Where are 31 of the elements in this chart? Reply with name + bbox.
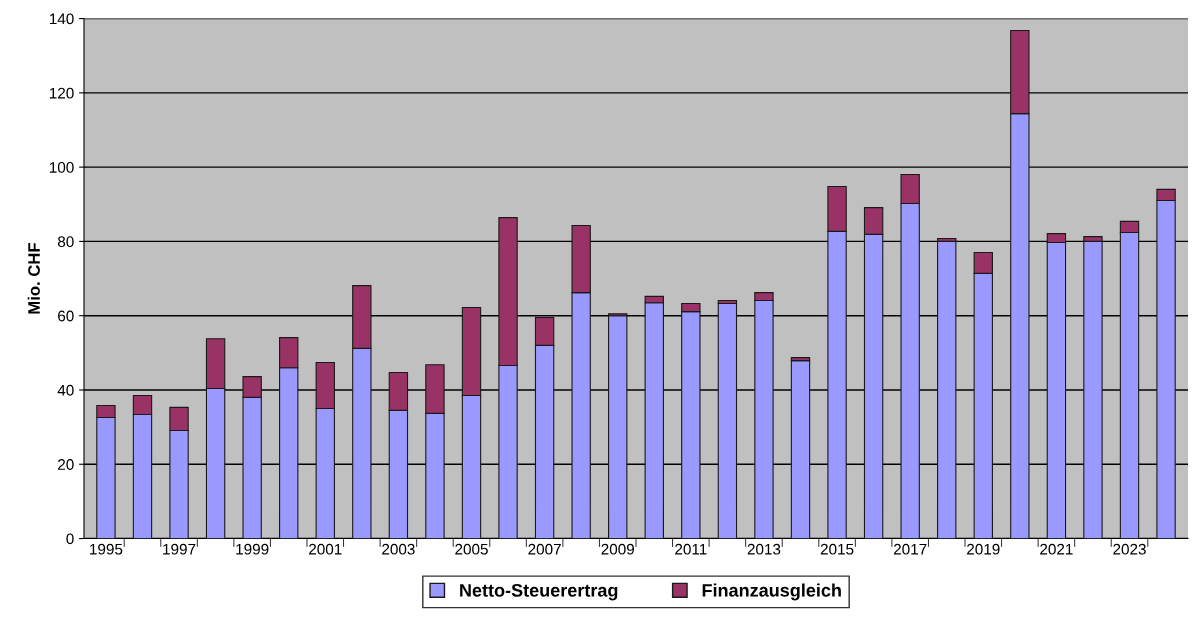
y-tick-label: 20 <box>58 459 74 470</box>
x-tick-label: 1995 <box>90 543 123 555</box>
y-tick-label: 80 <box>57 236 74 248</box>
y-tick-label: 120 <box>49 87 74 99</box>
y-tick-label: 40 <box>57 384 74 396</box>
bar <box>790 360 811 539</box>
x-tick-label: 2001 <box>309 543 342 555</box>
legend-label: Netto-Steuerertrag <box>460 583 618 601</box>
x-tick-label: 1997 <box>163 543 196 555</box>
x-tick-label: 1999 <box>236 543 269 555</box>
x-tick-label: 2015 <box>820 543 854 555</box>
x-tick-label: 2013 <box>747 543 781 555</box>
y-axis-title: Mio. CHF <box>27 243 40 314</box>
legend-label: Finanzausgleich <box>702 583 841 601</box>
x-tick-label: 2019 <box>967 543 1000 555</box>
y-tick-label: 0 <box>66 533 74 545</box>
bar <box>608 315 628 539</box>
x-tick-label: 2017 <box>893 543 927 555</box>
y-tick-label: 60 <box>58 310 74 322</box>
x-tick-label: 2021 <box>1040 543 1073 555</box>
x-tick-label: 2023 <box>1113 543 1146 555</box>
x-tick-label: 2009 <box>601 543 634 555</box>
y-tick-label: 140 <box>49 13 74 25</box>
y-tick-label: 100 <box>49 162 74 173</box>
x-tick-label: 2007 <box>528 543 561 555</box>
bar <box>717 302 738 539</box>
bar <box>1083 240 1103 539</box>
x-tick-label: 2003 <box>382 543 415 555</box>
x-tick-label: 2011 <box>675 543 707 555</box>
bar <box>937 240 957 539</box>
x-tick-label: 2005 <box>455 543 488 555</box>
